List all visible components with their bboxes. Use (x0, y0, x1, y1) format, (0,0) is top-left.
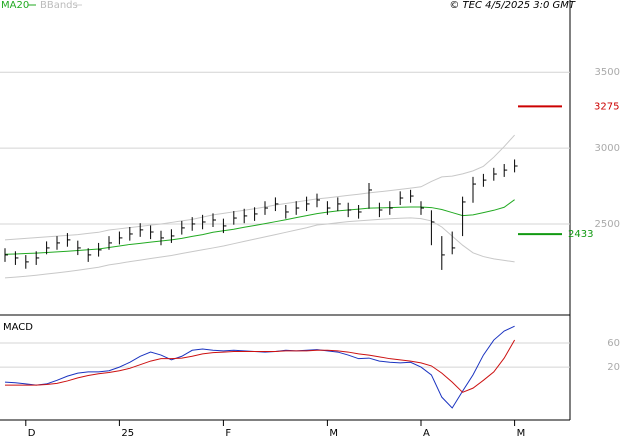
legend-bb: BBands (40, 0, 78, 11)
x-tick-label: D (28, 428, 36, 439)
y-tick-label: 60 (607, 338, 620, 349)
macd-line (5, 339, 516, 393)
y-tick-label: 3500 (595, 67, 620, 78)
x-tick-label: 25 (121, 428, 134, 439)
copyright: © TEC 4/5/2025 3:0 GMT (449, 0, 576, 11)
x-tick-label: M (517, 428, 526, 439)
x-tick-label: F (225, 428, 231, 439)
level-label: 2433 (568, 229, 593, 240)
y-tick-label: 20 (607, 362, 620, 373)
legend-ma: MA20 (1, 0, 29, 11)
series-line (4, 199, 515, 255)
x-tick-label: M (329, 428, 338, 439)
level-label: 3275 (594, 101, 619, 112)
y-tick-label: 2500 (595, 219, 620, 230)
y-tick-label: 3000 (595, 143, 620, 154)
x-tick-label: A (423, 428, 430, 439)
series-line (4, 134, 515, 241)
macd-title: MACD (3, 322, 33, 333)
series-lower-line (4, 217, 515, 279)
